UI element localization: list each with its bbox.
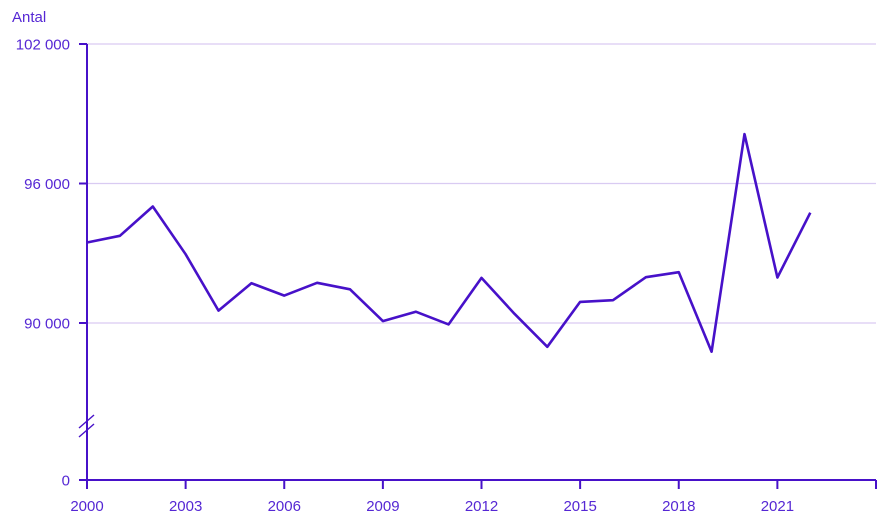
x-tick-label: 2003 (169, 498, 202, 515)
y-tick-label: 90 000 (24, 316, 70, 333)
x-tick-label: 2012 (465, 498, 498, 515)
y-axis-title: Antal (12, 9, 47, 26)
y-tick-label: 0 (62, 473, 70, 490)
y-axis-break-icon (78, 423, 95, 438)
x-tick-label: 2009 (366, 498, 399, 515)
x-tick-label: 2006 (268, 498, 301, 515)
y-axis-break-icon (78, 414, 95, 429)
y-tick-label: 96 000 (24, 176, 70, 193)
x-tick-label: 2000 (70, 498, 103, 515)
data-series-line (86, 132, 812, 354)
y-tick-label: 102 000 (16, 37, 70, 54)
x-tick-label: 2015 (563, 498, 596, 515)
x-tick-label: 2018 (662, 498, 695, 515)
x-tick-label: 2021 (761, 498, 794, 515)
